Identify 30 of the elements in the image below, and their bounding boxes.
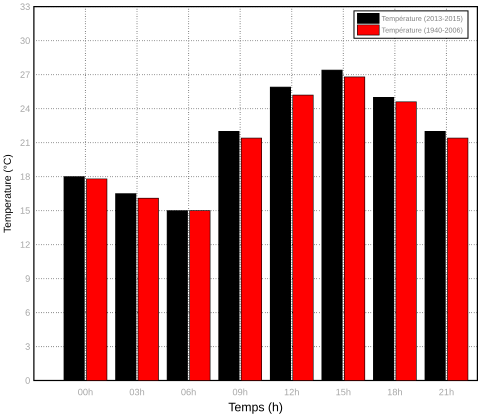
bar bbox=[138, 198, 159, 380]
y-tick-label: 0 bbox=[25, 377, 30, 384]
y-tick-label: 12 bbox=[20, 241, 30, 248]
bar bbox=[190, 210, 210, 380]
y-tick-label: 9 bbox=[26, 275, 30, 282]
y-axis-title: Temperature (°C) bbox=[3, 154, 13, 233]
y-tick-label: 3 bbox=[25, 343, 30, 350]
bar bbox=[241, 138, 262, 380]
bar bbox=[447, 138, 468, 380]
bar bbox=[292, 94, 314, 380]
x-tick-label: 12h bbox=[284, 388, 299, 396]
x-tick-label: 18h bbox=[388, 388, 402, 396]
x-tick-label: 09h bbox=[232, 388, 248, 396]
bar bbox=[86, 178, 107, 380]
x-tick-label: 21h bbox=[439, 388, 454, 396]
y-tick-label: 15 bbox=[20, 207, 30, 214]
x-tick-label: 00h bbox=[78, 388, 93, 396]
bar bbox=[396, 102, 416, 380]
y-tick-label: 30 bbox=[20, 37, 30, 44]
x-tick-label: 03h bbox=[130, 388, 144, 396]
y-tick-label: 21 bbox=[20, 139, 30, 146]
x-tick-label: 15h bbox=[336, 388, 350, 396]
y-tick-label: 33 bbox=[20, 3, 30, 10]
x-tick-label: 06h bbox=[181, 388, 196, 396]
x-axis-title: Temps (h) bbox=[228, 402, 282, 414]
y-tick-label: 24 bbox=[20, 105, 30, 112]
y-tick-label: 6 bbox=[26, 309, 30, 316]
bar bbox=[344, 76, 365, 380]
y-tick-label: 18 bbox=[20, 173, 30, 180]
y-tick-label: 27 bbox=[20, 71, 30, 78]
